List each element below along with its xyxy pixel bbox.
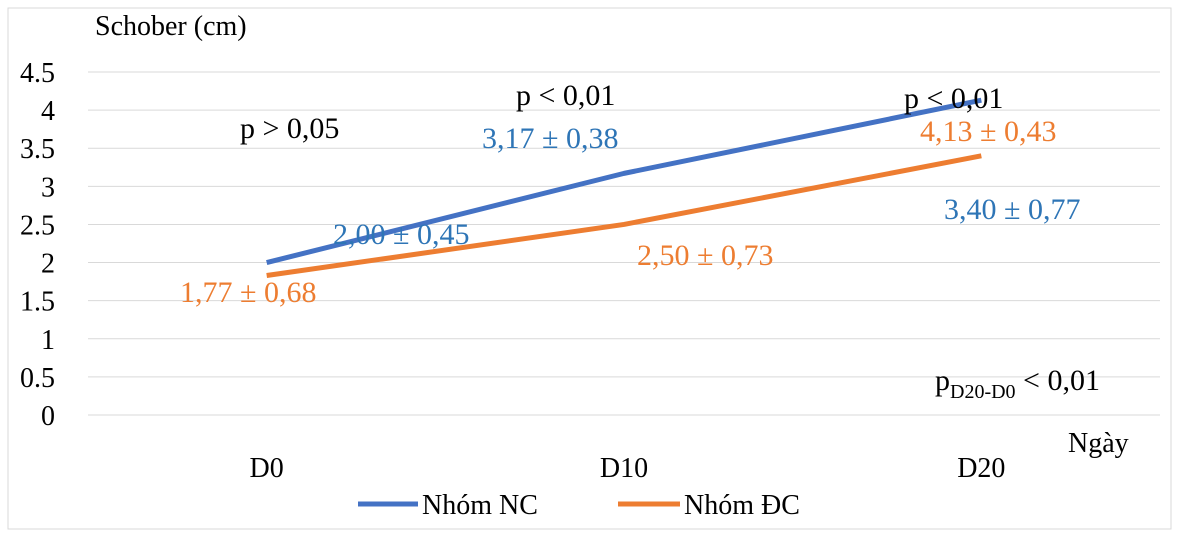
legend: Nhóm NC Nhóm ĐC [358,490,800,521]
y-tick-label: 2.5 [20,210,55,241]
data-label-dc-d20: 4,13 ± 0,43 [920,115,1056,148]
y-tick-label: 4 [41,96,55,127]
series-lines [266,97,982,278]
gridlines [88,71,1160,416]
y-tick-label: 0.5 [20,363,55,394]
y-tick-labels: 0 0.5 1 1.5 2 2.5 3 3.5 4 4.5 [20,58,55,432]
chart-border [7,7,1172,530]
legend-label-1: Nhóm ĐC [684,490,800,521]
x-tick-labels: D0 D10 D20 [250,453,1006,484]
data-labels: 2,00 ± 0,45 3,17 ± 0,38 3,40 ± 0,77 1,77… [180,115,1080,309]
x-tick-label: D0 [250,453,284,484]
y-tick-label: 0 [41,401,55,432]
legend-label-0: Nhóm NC [422,490,538,521]
annotation-p-d20: p < 0,01 [904,82,1003,115]
data-label-dc-d10: 2,50 ± 0,73 [637,239,773,272]
y-tick-label: 1 [41,325,55,356]
annotation-p-overall-rest: < 0,01 [1016,364,1100,397]
y-tick-label: 1.5 [20,287,55,318]
series-line-0 [266,97,982,265]
annotation-p-overall-sub: D20-D0 [950,381,1016,403]
data-label-nc-d0: 2,00 ± 0,45 [333,218,469,251]
y-tick-label: 3.5 [20,134,55,165]
y-tick-label: 3 [41,172,55,203]
data-label-dc-d0: 1,77 ± 0,68 [180,276,316,309]
x-axis-label: Ngày [1068,428,1129,459]
data-label-nc-d10: 3,17 ± 0,38 [482,122,618,155]
y-tick-label: 2 [41,249,55,280]
y-tick-label: 4.5 [20,58,55,89]
series-line-1 [266,153,982,278]
x-tick-label: D10 [600,453,648,484]
data-label-nc-d20: 3,40 ± 0,77 [944,193,1080,226]
annotation-p-overall-main: p [935,364,950,397]
annotation-p-d10: p < 0,01 [516,79,615,112]
annotation-p-overall: pD20-D0 < 0,01 [935,364,1100,403]
x-tick-label: D20 [957,453,1005,484]
annotation-p-d0: p > 0,05 [240,112,339,145]
y-axis-label: Schober (cm) [95,11,247,42]
